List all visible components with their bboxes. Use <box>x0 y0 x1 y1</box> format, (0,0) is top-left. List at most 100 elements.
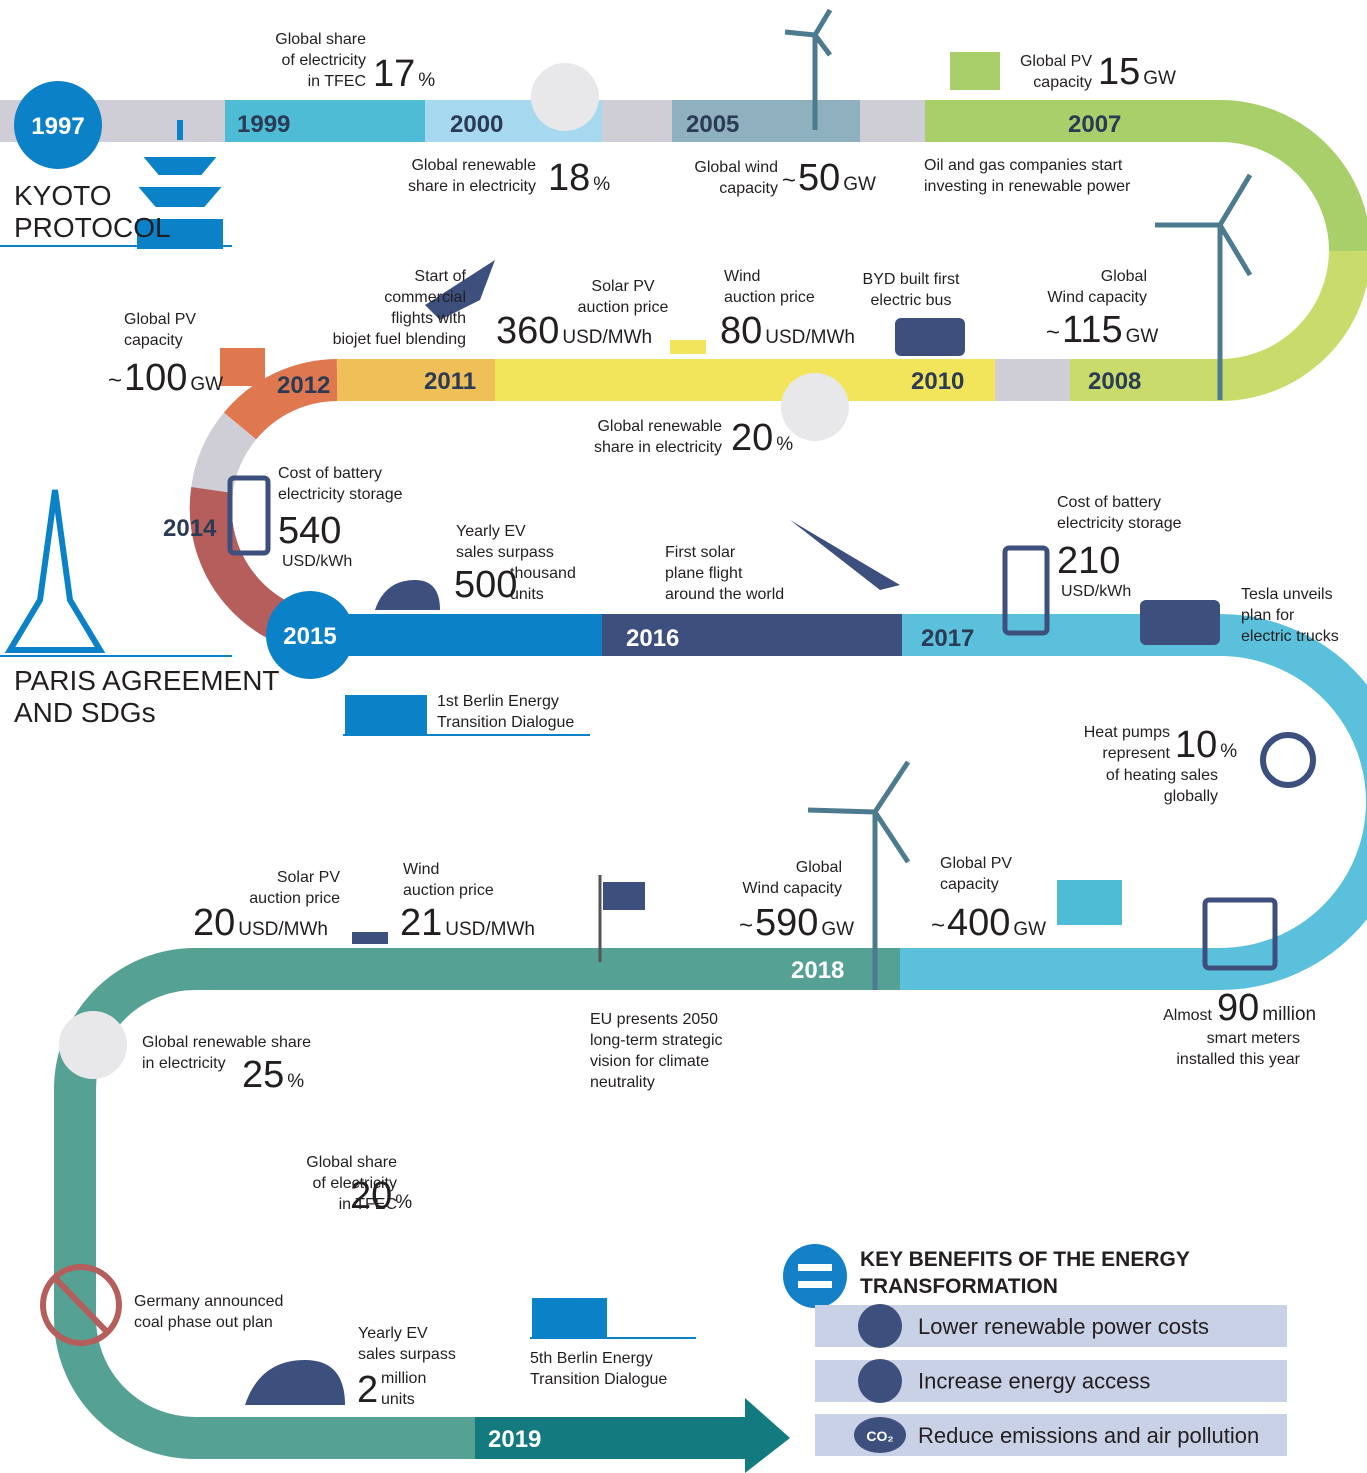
event-value: 15 <box>1098 51 1140 93</box>
year-label: 2015 <box>283 623 336 650</box>
year-label: 2010 <box>911 368 964 395</box>
value-unit: USD/kWh <box>282 553 352 570</box>
event-text: plane flight <box>665 565 743 582</box>
year-label: 2000 <box>450 111 503 138</box>
event-text: capacity <box>719 180 778 197</box>
event-text: Global renewable share <box>142 1034 311 1051</box>
event-text: auction price <box>249 890 340 907</box>
event-text: electric bus <box>871 292 952 309</box>
value-unit: % <box>287 1071 304 1092</box>
event-text: Global share <box>275 31 366 48</box>
event-text: Global PV <box>1020 53 1092 70</box>
event-text: EU presents 2050 <box>590 1011 718 1028</box>
year-label: 1999 <box>237 111 290 138</box>
value-unit: GW <box>190 374 223 395</box>
event-value: 400 <box>947 902 1010 944</box>
event-value: 90 <box>1217 987 1259 1029</box>
texts: 1997 1999 2000 2005 200720082010201120122014… <box>14 31 1339 1453</box>
event-text: coal phase out plan <box>134 1314 273 1331</box>
event-value: 18 <box>548 157 590 199</box>
event-text: electricity storage <box>278 486 403 503</box>
event-text: in electricity <box>142 1055 226 1072</box>
value-unit: GW <box>821 919 854 940</box>
event-value: 20 <box>350 1175 392 1217</box>
value-unit: GW <box>1126 326 1159 347</box>
event-text: Wind capacity <box>1047 289 1147 306</box>
benefit-item: Increase energy access <box>918 1369 1150 1394</box>
event-text: Global PV <box>940 855 1012 872</box>
value-unit: % <box>1220 741 1237 762</box>
event-value: 540 <box>278 510 341 552</box>
event-text: BYD built first <box>863 271 960 288</box>
event-text: sales surpass <box>456 544 554 561</box>
event-value: 20 <box>193 902 235 944</box>
value-prefix: ~ <box>931 912 945 939</box>
year-label: 2005 <box>686 111 739 138</box>
event-text: Tesla unveils <box>1241 586 1333 603</box>
event-value: 115 <box>1062 309 1123 351</box>
value-unit: % <box>593 174 610 195</box>
event-text: globally <box>1164 788 1218 805</box>
event-text: installed this year <box>1176 1051 1300 1068</box>
paris-label: PARIS AGREEMENT <box>14 665 280 696</box>
event-text: Wind capacity <box>742 880 842 897</box>
event-text: Solar PV <box>591 278 654 295</box>
event-text: Global renewable <box>411 157 536 174</box>
event-text: of electricity <box>282 52 366 69</box>
event-text: capacity <box>124 332 183 349</box>
value-prefix: ~ <box>739 912 753 939</box>
event-text: represent <box>1102 745 1170 762</box>
event-text: capacity <box>1033 74 1092 91</box>
kyoto-label: PROTOCOL <box>14 212 171 243</box>
year-label: 2017 <box>921 625 974 652</box>
event-text: share in electricity <box>594 439 722 456</box>
event-text: auction price <box>403 882 494 899</box>
event-text: share in electricity <box>408 178 536 195</box>
value-prefix: ~ <box>782 167 796 194</box>
event-text: Yearly EV <box>358 1325 428 1342</box>
event-text: capacity <box>940 876 999 893</box>
event-text: Solar PV <box>277 869 340 886</box>
value-unit: GW <box>1013 919 1046 940</box>
value-unit: % <box>418 70 435 91</box>
event-text: electric trucks <box>1241 628 1339 645</box>
event-text: Wind <box>403 861 439 878</box>
value-unit: thousand <box>510 565 576 582</box>
event-value: 360 <box>496 310 559 352</box>
year-label: 2008 <box>1088 368 1141 395</box>
event-text: Start of <box>414 268 466 285</box>
value-unit: USD/MWh <box>562 327 652 348</box>
event-text: Germany announced <box>134 1293 283 1310</box>
event-text: long-term strategic <box>590 1032 723 1049</box>
event-text: of electricity <box>313 1175 397 1192</box>
event-value: 17 <box>373 53 415 95</box>
event-text: Cost of battery <box>278 465 382 482</box>
event-text: smart meters <box>1207 1030 1300 1047</box>
event-value: 210 <box>1057 540 1120 582</box>
event-value: 25 <box>242 1054 284 1096</box>
paris-label: AND SDGs <box>14 697 156 728</box>
icons <box>4 8 1316 1456</box>
event-value: 80 <box>720 310 762 352</box>
event-text: Global <box>1101 268 1147 285</box>
value-prefix: ~ <box>1046 319 1060 346</box>
year-label: 1997 <box>31 113 84 140</box>
event-value: 50 <box>798 157 840 199</box>
benefit-item: Lower renewable power costs <box>918 1314 1209 1339</box>
year-label: 2012 <box>277 372 330 399</box>
value-unit: % <box>395 1192 412 1213</box>
value-unit: GW <box>843 174 876 195</box>
year-label: 2016 <box>626 625 679 652</box>
event-text: auction price <box>724 289 815 306</box>
value-unit: units <box>510 586 544 603</box>
value-unit: USD/MWh <box>238 919 328 940</box>
event-text: 5th Berlin Energy <box>530 1350 653 1367</box>
event-text: Transition Dialogue <box>530 1371 667 1388</box>
event-text: auction price <box>578 299 669 316</box>
benefit-item: Reduce emissions and air pollution <box>918 1423 1259 1448</box>
event-text: Global renewable <box>597 418 722 435</box>
event-value: 500 <box>454 564 517 606</box>
event-text: Transition Dialogue <box>437 714 574 731</box>
event-text: Wind <box>724 268 760 285</box>
